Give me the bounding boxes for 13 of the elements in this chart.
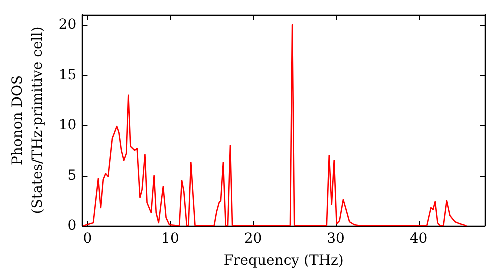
y-tick-label: 5 — [68, 168, 77, 184]
x-axis-title: Frequency (THz) — [224, 252, 344, 269]
y-tick-label: 20 — [58, 17, 77, 34]
x-tick-label: 0 — [83, 231, 92, 247]
x-tick-label: 10 — [162, 231, 180, 247]
y-axis-title: Phonon DOS (States/THz·primitive cell) — [10, 26, 46, 214]
x-tick-label: 30 — [327, 231, 345, 247]
x-tick-label: 40 — [410, 231, 428, 247]
y-tick-label: 10 — [58, 118, 77, 134]
y-tick-label: 15 — [58, 67, 77, 84]
y-tick-label: 0 — [68, 218, 77, 234]
x-tick-label: 20 — [244, 231, 262, 247]
line-series — [82, 24, 468, 227]
